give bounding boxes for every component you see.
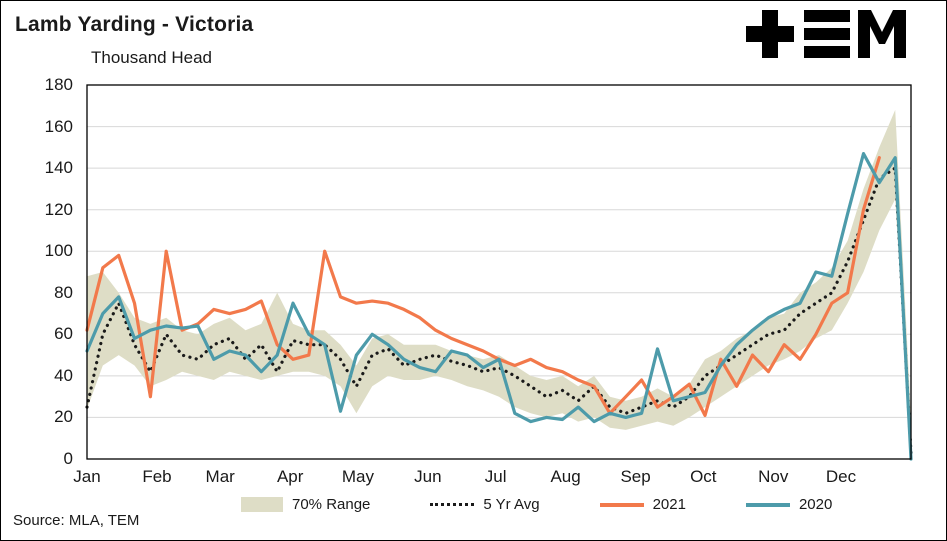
y-tick-label: 160 — [44, 116, 73, 136]
y-tick-label: 120 — [44, 199, 73, 219]
x-tick-label: May — [341, 467, 374, 486]
legend-item-avg: 5 Yr Avg — [430, 496, 540, 513]
logo-bar-2 — [804, 28, 850, 40]
legend-label-avg: 5 Yr Avg — [483, 496, 540, 513]
legend-label-2020: 2020 — [798, 496, 833, 513]
x-tick-label: Jun — [414, 467, 442, 486]
source-text: Source: MLA, TEM — [13, 512, 140, 529]
logo-m — [858, 10, 906, 58]
y-tick-label: 0 — [63, 449, 73, 468]
line-2020-swatch — [745, 502, 790, 507]
y-tick-label: 40 — [54, 365, 73, 385]
x-tick-label: Dec — [825, 467, 857, 486]
x-tick-label: Jan — [73, 467, 101, 486]
logo-bar-1 — [804, 10, 850, 22]
range-band-swatch — [241, 497, 283, 512]
x-tick-label: Apr — [276, 467, 304, 486]
x-tick-label: Nov — [758, 467, 789, 486]
x-tick-label: Jul — [484, 467, 507, 486]
x-tick-label: Feb — [142, 467, 172, 486]
legend-item-2021: 2021 — [599, 496, 686, 513]
x-tick-label: Aug — [550, 467, 581, 486]
y-tick-label: 80 — [54, 282, 73, 302]
y-tick-label: 60 — [54, 324, 73, 344]
chart-title: Lamb Yarding - Victoria — [15, 13, 254, 36]
avg-dotted-swatch — [430, 503, 475, 506]
line-2021-swatch — [599, 502, 644, 507]
x-tick-label: Sep — [620, 467, 651, 486]
chart-subtitle: Thousand Head — [91, 48, 212, 67]
x-tick-label: Mar — [205, 467, 235, 486]
y-tick-label: 180 — [44, 75, 73, 94]
logo-bar-3 — [804, 46, 850, 58]
y-tick-label: 100 — [44, 241, 73, 261]
legend-label-range: 70% Range — [292, 496, 371, 513]
x-tick-label: Oct — [690, 467, 717, 486]
y-tick-label: 140 — [44, 158, 73, 178]
y-tick-label: 20 — [54, 407, 73, 427]
legend: 70% Range 5 Yr Avg 2021 2020 — [241, 496, 832, 513]
logo-plus-horizontal — [746, 26, 794, 42]
legend-label-2021: 2021 — [652, 496, 686, 513]
tem-logo — [746, 10, 906, 58]
legend-item-range: 70% Range — [241, 496, 370, 513]
legend-item-2020: 2020 — [745, 496, 833, 513]
